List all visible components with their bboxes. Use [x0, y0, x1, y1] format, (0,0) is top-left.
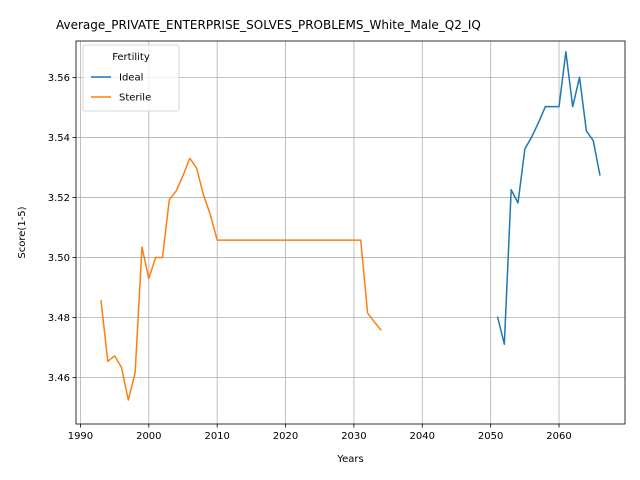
x-tick-label: 2060 [546, 431, 571, 442]
series-lines [100, 51, 601, 401]
legend: Fertility Ideal Sterile [82, 44, 180, 112]
x-tick-label: 2020 [273, 431, 298, 442]
y-tick-label: 3.54 [48, 133, 70, 144]
series-line-ideal [496, 51, 601, 345]
y-tick-label: 3.48 [48, 313, 70, 324]
y-axis-label: Score(1-5) [17, 206, 28, 258]
y-tick-label: 3.56 [48, 73, 70, 84]
x-tick-label: 1990 [68, 431, 93, 442]
x-tick-label: 2040 [410, 431, 435, 442]
legend-box [82, 44, 180, 112]
legend-title: Fertility [112, 52, 150, 63]
legend-label-ideal: Ideal [119, 73, 143, 84]
legend-label-sterile: Sterile [119, 93, 151, 104]
legend-entries: Ideal Sterile [91, 73, 151, 104]
plot-frame [75, 40, 626, 425]
series-line-sterile [100, 157, 382, 401]
y-axis: 3.46 3.48 3.50 3.52 3.54 3.56 [48, 73, 76, 384]
x-tick-label: 2010 [204, 431, 229, 442]
grid [76, 41, 625, 424]
x-axis-label: Years [336, 454, 363, 465]
x-axis: 1990 2000 2010 2020 2030 2040 2050 2060 [68, 424, 572, 442]
y-tick-label: 3.50 [48, 253, 70, 264]
chart-title: Average_PRIVATE_ENTERPRISE_SOLVES_PROBLE… [56, 18, 481, 32]
y-tick-label: 3.46 [48, 373, 70, 384]
x-tick-label: 2000 [136, 431, 161, 442]
y-tick-label: 3.52 [48, 193, 70, 204]
x-tick-label: 2030 [341, 431, 366, 442]
x-tick-label: 2050 [478, 431, 503, 442]
